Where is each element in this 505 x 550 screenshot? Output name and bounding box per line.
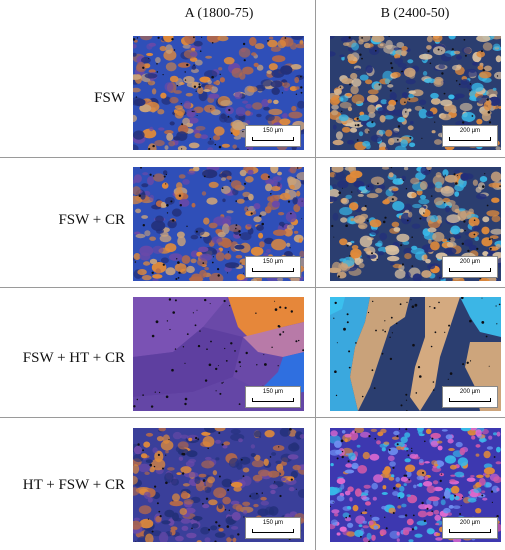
row-label-fsw-ht-cr: FSW + HT + CR bbox=[22, 350, 125, 366]
row-divider bbox=[0, 417, 505, 418]
scale-bar: 200 µm bbox=[442, 256, 498, 278]
row-divider bbox=[0, 287, 505, 288]
micrograph-b-ht-fsw-cr: 200 µm bbox=[330, 428, 501, 542]
scale-bar: 150 µm bbox=[245, 386, 301, 408]
micrograph-a-fsw-ht-cr: 150 µm bbox=[133, 297, 304, 411]
scale-bar: 150 µm bbox=[245, 256, 301, 278]
micrograph-b-fsw-ht-cr: 200 µm bbox=[330, 297, 501, 411]
scale-bar: 150 µm bbox=[245, 125, 301, 147]
row-label-ht-fsw-cr: HT + FSW + CR bbox=[22, 477, 125, 493]
scale-bar: 150 µm bbox=[245, 517, 301, 539]
micrograph-a-fsw-cr: 150 µm bbox=[133, 167, 304, 281]
micrograph-b-fsw-cr: 200 µm bbox=[330, 167, 501, 281]
micrograph-a-fsw: 150 µm bbox=[133, 36, 304, 150]
column-header-a: A (1800-75) bbox=[184, 6, 254, 21]
scale-bar: 200 µm bbox=[442, 517, 498, 539]
scale-bar: 200 µm bbox=[442, 125, 498, 147]
scale-bar: 200 µm bbox=[442, 386, 498, 408]
column-divider bbox=[315, 0, 316, 550]
row-label-fsw: FSW bbox=[94, 90, 125, 106]
micrograph-a-ht-fsw-cr: 150 µm bbox=[133, 428, 304, 542]
micrograph-b-fsw: 200 µm bbox=[330, 36, 501, 150]
column-header-b: B (2400-50) bbox=[380, 6, 450, 21]
row-label-fsw-cr: FSW + CR bbox=[58, 212, 125, 228]
row-divider bbox=[0, 157, 505, 158]
